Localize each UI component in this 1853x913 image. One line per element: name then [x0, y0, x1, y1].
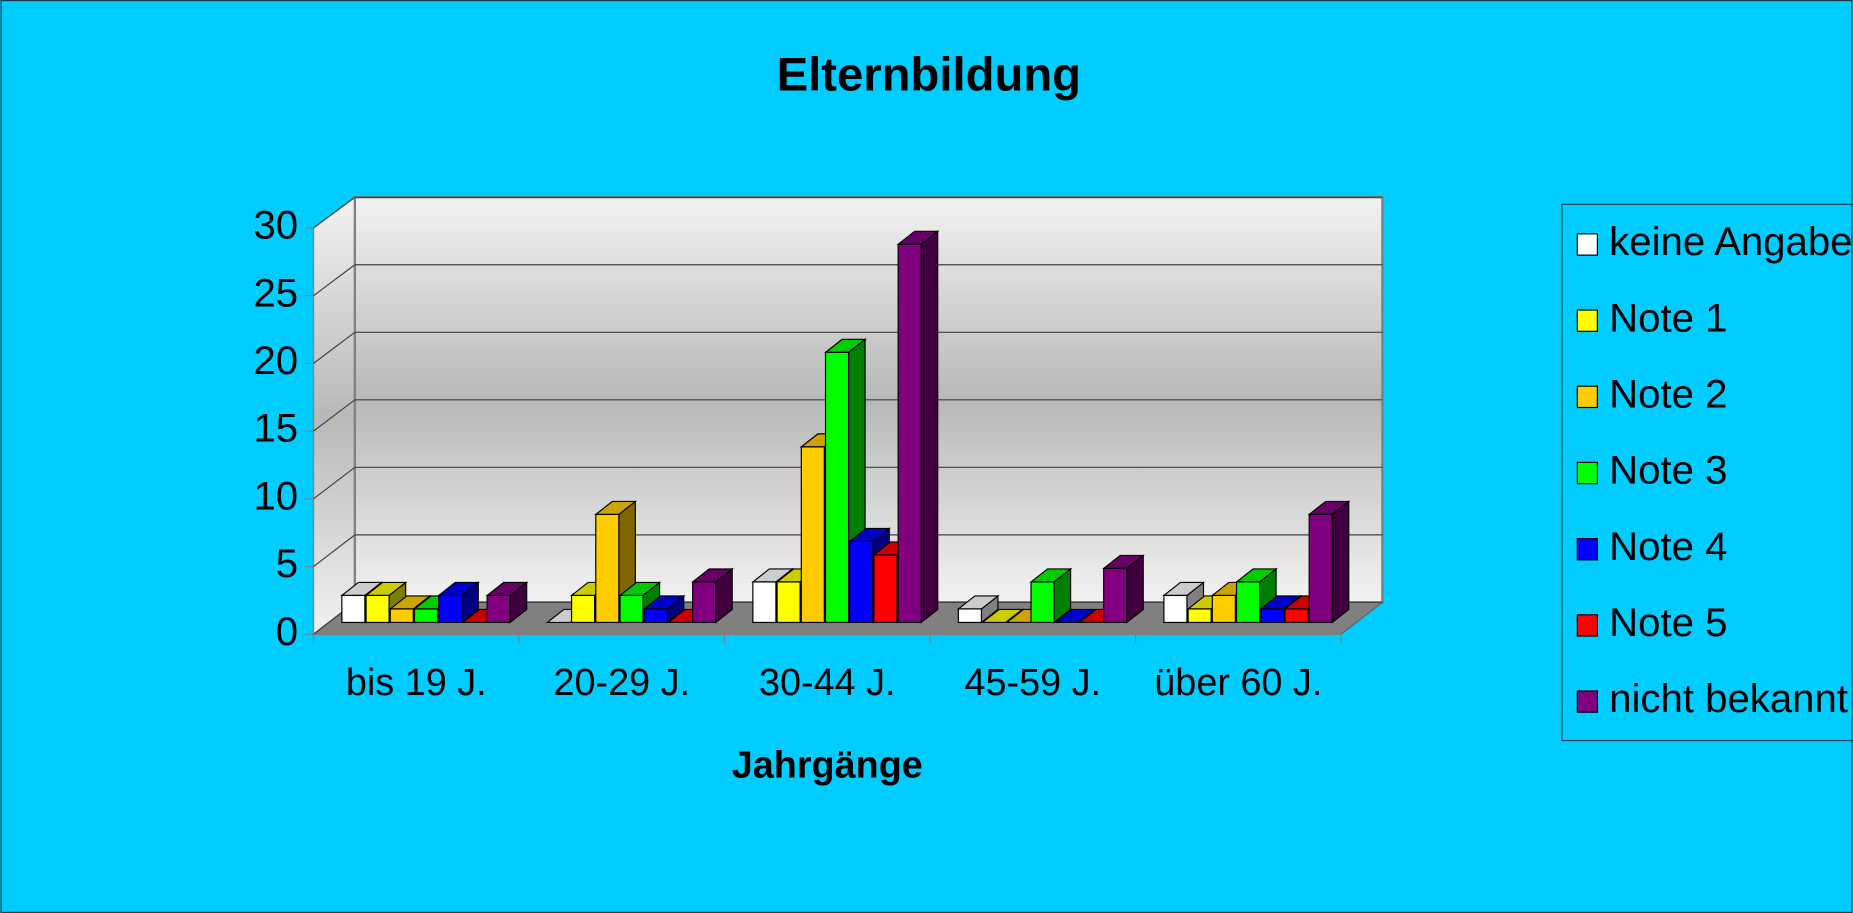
bar-front: [873, 554, 898, 624]
bar: [896, 230, 940, 624]
bar-front: [824, 351, 850, 624]
bar-front: [595, 513, 620, 624]
bar: [618, 581, 662, 624]
bar-front: [897, 243, 922, 624]
bar-front: [643, 608, 668, 624]
x-axis-label: Jahrgänge: [732, 745, 923, 787]
bar-side: [1331, 500, 1350, 624]
bar: [1029, 567, 1073, 624]
legend-label: nicht bekannt: [1609, 676, 1848, 721]
legend-swatch: [1576, 614, 1598, 637]
bar: [1307, 500, 1351, 624]
bar-front: [1235, 581, 1261, 624]
bar: [364, 581, 408, 624]
grid-line: [313, 534, 356, 568]
bar-front: [619, 594, 644, 624]
y-tick-label: 25: [253, 270, 298, 315]
legend-label: Note 1: [1609, 295, 1727, 340]
legend-label: Note 3: [1609, 448, 1727, 493]
bar-front: [849, 540, 874, 624]
bar-front: [692, 581, 717, 624]
bar-side: [920, 230, 939, 624]
bar-front: [1187, 608, 1212, 624]
legend-swatch: [1576, 690, 1598, 713]
bar-front: [752, 581, 777, 624]
bar: [1053, 608, 1097, 624]
grid-line: [313, 196, 356, 229]
bar-front: [1030, 581, 1055, 624]
x-tick-label: 20-29 J.: [554, 662, 691, 704]
bar-front: [365, 594, 390, 624]
bar-front: [957, 608, 983, 624]
bar-front: [413, 608, 439, 624]
bar-front: [1284, 608, 1309, 624]
bar: [642, 594, 686, 624]
legend-swatch: [1576, 385, 1598, 409]
legend-swatch: [1576, 537, 1598, 561]
bar: [980, 608, 1024, 624]
bar-front: [1163, 594, 1188, 624]
bar-front: [341, 594, 366, 624]
x-tick-label: 30-44 J.: [759, 662, 896, 704]
bar-front: [800, 446, 825, 624]
legend-swatch: [1576, 233, 1598, 256]
y-tick-label: 15: [253, 406, 298, 451]
bar: [1101, 554, 1145, 624]
grid-line: [313, 331, 356, 364]
x-tick-label: 45-59 J.: [965, 662, 1102, 704]
bar-front: [486, 594, 511, 624]
bar-front: [570, 594, 596, 624]
chart-title: Elternbildung: [777, 48, 1081, 101]
grid-line: [313, 399, 356, 432]
x-tick-label: über 60 J.: [1154, 662, 1322, 704]
legend-box: [1561, 203, 1853, 742]
bar-front: [1308, 513, 1333, 624]
y-tick-label: 30: [253, 203, 298, 248]
bar-front: [389, 608, 414, 624]
bar-front: [1260, 608, 1285, 624]
y-tick-label: 0: [276, 609, 298, 654]
y-tick-label: 5: [276, 541, 298, 586]
bar: [436, 581, 480, 624]
bar: [956, 594, 1000, 624]
bar-top: [1053, 608, 1097, 624]
bar-front: [1103, 567, 1128, 624]
y-tick-label: 10: [253, 473, 298, 518]
legend-label: keine Angabe: [1609, 219, 1852, 264]
y-tick-label: 20: [253, 338, 298, 383]
bar-top: [980, 608, 1024, 624]
grid-line: [313, 264, 356, 297]
legend-swatch: [1576, 461, 1598, 485]
bar-front: [438, 594, 463, 624]
bar: [485, 581, 529, 624]
bar: [690, 567, 734, 624]
legend-swatch: [1576, 309, 1598, 332]
x-tick-label: bis 19 J.: [346, 662, 487, 704]
bar-front: [1211, 594, 1236, 624]
legend-label: Note 5: [1609, 600, 1727, 645]
legend-label: Note 4: [1609, 524, 1727, 569]
grid-line: [313, 466, 356, 500]
bar-front: [776, 581, 801, 624]
legend-label: Note 2: [1609, 371, 1727, 416]
